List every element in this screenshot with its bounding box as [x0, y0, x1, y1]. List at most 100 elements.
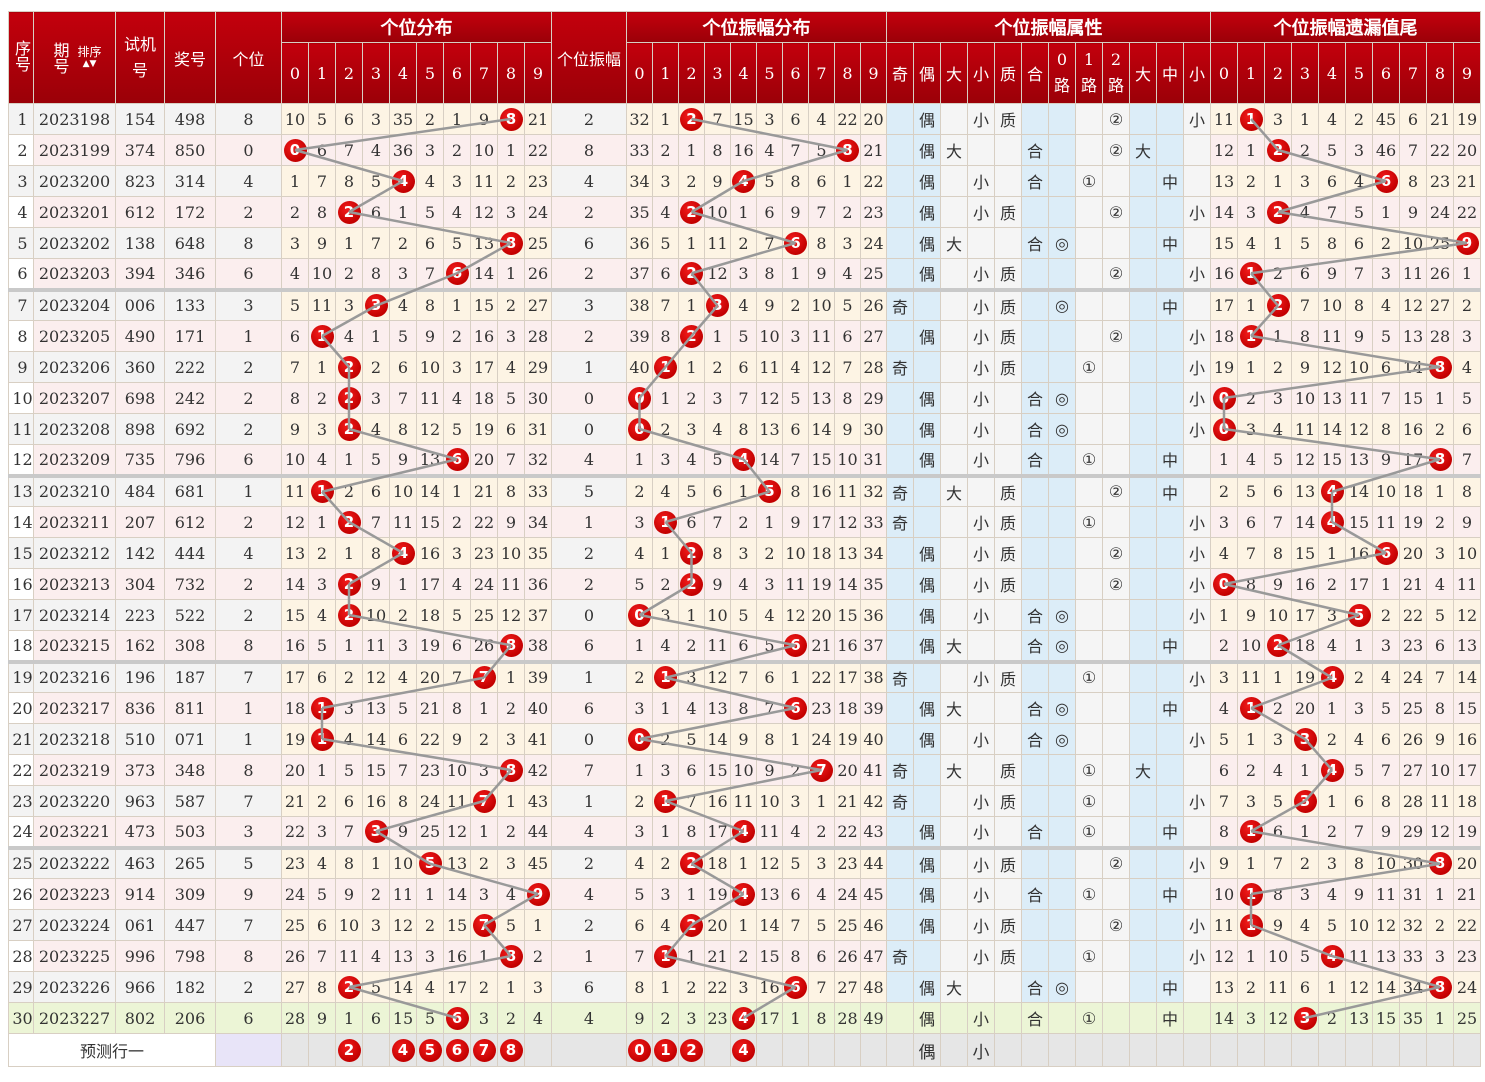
attr-cell: ◎: [1048, 971, 1076, 1003]
attr-cell: [886, 723, 914, 755]
prediction-attr-cell[interactable]: [1156, 1033, 1184, 1067]
tail-ball: 1: [1239, 913, 1263, 937]
prediction-ampd-cell[interactable]: 0: [626, 1033, 653, 1067]
prediction-tail-cell: [1426, 1033, 1454, 1067]
ampd-cell: 19: [704, 878, 731, 910]
dist-cell: 10: [335, 909, 363, 941]
prediction-attr-cell[interactable]: 偶: [913, 1033, 941, 1067]
dist-cell: 19: [470, 413, 498, 445]
prediction-ball[interactable]: 2: [680, 1038, 703, 1062]
dist-cell: 23: [470, 537, 498, 569]
sort-toggle[interactable]: 排序 ▲▼: [77, 46, 101, 70]
prediction-attr-cell[interactable]: [1102, 1033, 1130, 1067]
header-attr-8: 2路: [1102, 42, 1130, 104]
attr-cell: [1102, 351, 1130, 383]
prediction-dist-cell[interactable]: 2: [335, 1033, 363, 1067]
attr-cell: 偶: [913, 1002, 941, 1034]
row-prize-number: 796: [164, 444, 216, 476]
ampd-ball: 1: [654, 789, 677, 813]
tail-cell: 3: [1237, 1002, 1265, 1034]
prediction-attr-cell[interactable]: [940, 1033, 968, 1067]
attr-cell: [1129, 165, 1157, 197]
prediction-ball[interactable]: 8: [499, 1038, 523, 1062]
prediction-ampd-cell[interactable]: 2: [678, 1033, 705, 1067]
prediction-attr-cell[interactable]: [1129, 1033, 1157, 1067]
dist-cell: 2: [335, 971, 363, 1003]
prediction-dist-cell[interactable]: 4: [389, 1033, 417, 1067]
row-test-number: 735: [115, 444, 165, 476]
ampd-cell: 4: [678, 444, 705, 476]
prediction-attr-cell[interactable]: 小: [967, 1033, 995, 1067]
attr-cell: [1075, 599, 1103, 631]
prediction-ampd-cell[interactable]: [834, 1033, 861, 1067]
prediction-dist-cell[interactable]: [524, 1033, 552, 1067]
table-row: 18 2023215 162 308 8 16 5 1 11 3 19 6 26 8 38 6 1 4 2 11 6 5 6…: [8, 630, 1481, 662]
table-row: 5 2023202 138 648 8 3 9 1 7 2 6 5 13 8 25 6 36 5 1 11 2 7 6 8 3 2…: [8, 227, 1481, 259]
attr-cell: 偶: [913, 320, 941, 352]
attr-cell: 合: [1021, 692, 1049, 724]
prediction-ampd-cell[interactable]: [756, 1033, 783, 1067]
prediction-ampd-cell[interactable]: [860, 1033, 887, 1067]
prediction-ball[interactable]: 6: [445, 1038, 469, 1062]
dist-cell: 10: [389, 473, 417, 507]
prediction-attr-cell[interactable]: [886, 1033, 914, 1067]
prediction-ball[interactable]: 0: [628, 1038, 651, 1062]
dist-cell: 6: [308, 659, 336, 693]
ampd-ball: 6: [784, 696, 807, 720]
ampd-cell: 24: [834, 878, 861, 910]
tail-cell: 3: [1237, 785, 1265, 817]
prediction-dist-cell[interactable]: [281, 1033, 309, 1067]
tail-cell: 22: [1399, 599, 1427, 631]
ampd-cell: 19: [834, 723, 861, 755]
row-amplitude: 4: [551, 816, 627, 848]
row-amplitude: 6: [551, 971, 627, 1003]
attr-cell: ①: [1075, 165, 1103, 197]
header-issue[interactable]: 期号 排序 ▲▼: [33, 11, 116, 104]
prediction-ampd-cell[interactable]: [782, 1033, 809, 1067]
ampd-cell: 1: [652, 785, 679, 817]
prediction-ampd-cell[interactable]: 4: [730, 1033, 757, 1067]
attr-cell: 小: [967, 287, 995, 321]
ampd-cell: 4: [652, 196, 679, 228]
prediction-attr-cell[interactable]: [1048, 1033, 1076, 1067]
tail-cell: 4: [1318, 940, 1346, 972]
attr-cell: [1102, 165, 1130, 197]
prediction-dist-cell[interactable]: 7: [470, 1033, 498, 1067]
prediction-dist-cell[interactable]: 5: [416, 1033, 444, 1067]
row-unit-digit: 8: [215, 103, 282, 135]
prediction-dist-cell[interactable]: [308, 1033, 336, 1067]
prediction-attr-cell[interactable]: [1021, 1033, 1049, 1067]
prediction-ball[interactable]: 2: [337, 1038, 361, 1062]
dist-cell: 10: [389, 845, 417, 879]
prediction-ampd-cell[interactable]: [704, 1033, 731, 1067]
row-prize-number: 498: [164, 103, 216, 135]
ampd-cell: 2: [652, 1002, 679, 1034]
tail-cell: 19: [1453, 816, 1481, 848]
ampd-cell: 1: [782, 659, 809, 693]
prediction-attr-cell[interactable]: [994, 1033, 1022, 1067]
prediction-attr-cell[interactable]: [1183, 1033, 1211, 1067]
prediction-ball[interactable]: 4: [732, 1038, 755, 1062]
dist-cell: 2: [335, 568, 363, 600]
header-attr-10: 中: [1156, 42, 1184, 104]
tail-cell: 14: [1210, 1002, 1238, 1034]
row-seq: 16: [8, 568, 34, 600]
ampd-cell: 16: [730, 134, 757, 166]
prediction-dist-cell[interactable]: [362, 1033, 390, 1067]
ampd-cell: 6: [808, 940, 835, 972]
prediction-ampd-cell[interactable]: 1: [652, 1033, 679, 1067]
prediction-ball[interactable]: 1: [654, 1038, 677, 1062]
ampd-cell: 12: [704, 659, 731, 693]
ampd-cell: 2: [782, 754, 809, 786]
prediction-attr-cell[interactable]: [1075, 1033, 1103, 1067]
prediction-dist-cell[interactable]: 6: [443, 1033, 471, 1067]
prediction-dist-cell[interactable]: 8: [497, 1033, 525, 1067]
prediction-ball[interactable]: 7: [472, 1038, 496, 1062]
tail-cell: 15: [1210, 227, 1238, 259]
prediction-ball[interactable]: 5: [418, 1038, 442, 1062]
tail-cell: 11: [1426, 785, 1454, 817]
dist-cell: 9: [443, 723, 471, 755]
prediction-ball[interactable]: 4: [391, 1038, 415, 1062]
prediction-ampd-cell[interactable]: [808, 1033, 835, 1067]
dist-cell: 7: [335, 134, 363, 166]
